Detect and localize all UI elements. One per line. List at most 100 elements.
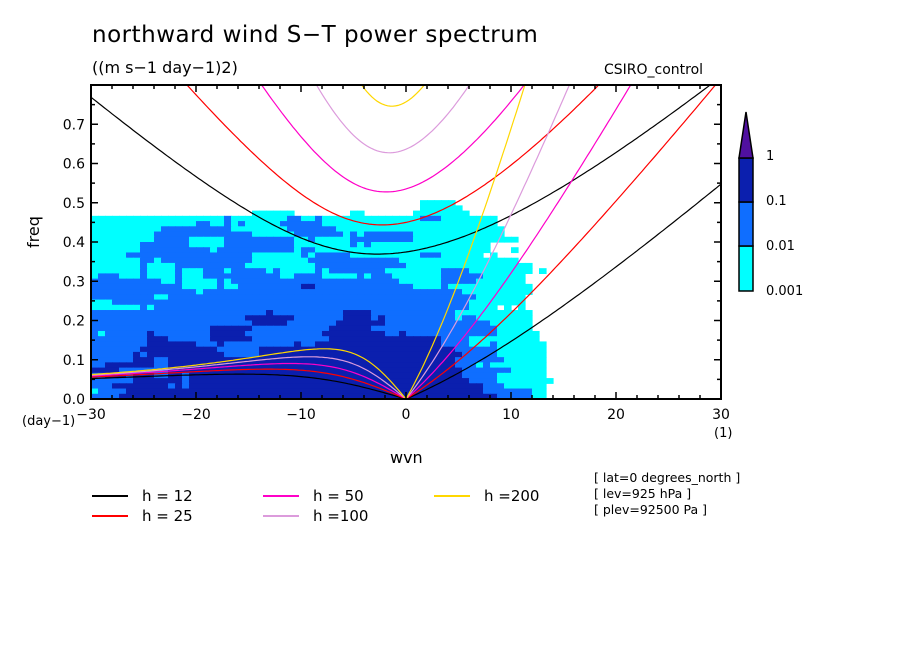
power-cell <box>350 242 358 248</box>
power-cell <box>336 341 344 348</box>
power-cell <box>196 289 204 295</box>
power-cell <box>413 378 421 384</box>
power-cell <box>476 268 484 274</box>
power-cell <box>119 330 127 337</box>
power-cell <box>252 226 260 233</box>
power-cell <box>308 242 316 248</box>
power-cell <box>252 341 260 348</box>
power-cell <box>532 351 540 358</box>
power-cell <box>462 372 470 379</box>
power-cell <box>161 346 169 353</box>
power-cell <box>427 341 435 348</box>
power-cell <box>301 247 309 254</box>
power-cell <box>525 336 533 343</box>
power-cell <box>126 215 134 222</box>
power-cell <box>308 294 316 301</box>
power-cell <box>462 362 470 369</box>
power-cell <box>126 388 134 395</box>
power-cell <box>518 378 526 384</box>
power-cell <box>301 283 309 290</box>
power-cell <box>518 336 526 343</box>
power-cell <box>448 200 456 206</box>
power-cell <box>224 273 232 280</box>
power-cell <box>343 378 351 384</box>
power-cell <box>280 393 288 400</box>
power-cell <box>322 215 330 222</box>
power-cell <box>469 273 477 280</box>
power-cell <box>119 304 127 311</box>
power-cell <box>147 262 155 269</box>
power-cell <box>203 226 211 233</box>
power-cell <box>119 357 127 363</box>
power-cell <box>364 289 372 295</box>
power-cell <box>168 247 176 254</box>
power-cell <box>126 283 134 290</box>
power-cell <box>182 346 190 353</box>
power-cell <box>469 221 477 227</box>
power-cell <box>154 330 162 337</box>
power-cell <box>252 273 260 280</box>
power-cell <box>252 262 260 269</box>
power-cell <box>280 383 288 390</box>
power-cell <box>483 242 491 248</box>
power-cell <box>294 304 302 311</box>
power-cell <box>511 299 519 306</box>
power-cell <box>182 378 190 384</box>
power-cell <box>497 383 505 390</box>
power-cell <box>511 330 519 337</box>
power-cell <box>336 304 344 311</box>
power-cell <box>476 236 484 243</box>
power-cell <box>462 236 470 243</box>
power-cell <box>441 221 449 227</box>
power-cell <box>434 383 442 390</box>
power-cell <box>238 383 246 390</box>
power-cell <box>329 315 337 322</box>
power-cell <box>385 372 393 379</box>
power-cell <box>329 231 337 238</box>
power-cell <box>511 262 519 269</box>
power-cell <box>126 351 134 358</box>
power-cell <box>371 367 379 374</box>
power-cell <box>413 336 421 343</box>
power-cell <box>322 268 330 274</box>
power-cell <box>203 257 211 264</box>
power-cell <box>497 310 505 316</box>
power-cell <box>252 289 260 295</box>
power-cell <box>371 215 379 222</box>
power-cell <box>210 273 218 280</box>
power-cell <box>231 268 239 274</box>
power-cell <box>371 388 379 395</box>
power-cell <box>294 289 302 295</box>
power-cell <box>238 221 246 227</box>
power-cell <box>189 299 197 306</box>
power-cell <box>511 341 519 348</box>
power-cell <box>140 315 148 322</box>
power-cell <box>245 336 253 343</box>
power-cell <box>182 383 190 390</box>
power-cell <box>378 383 386 390</box>
power-cell <box>420 336 428 343</box>
power-cell <box>147 330 155 337</box>
power-cell <box>350 320 358 327</box>
power-cell <box>315 315 323 322</box>
power-cell <box>378 372 386 379</box>
power-cell <box>189 268 197 274</box>
power-cell <box>259 231 267 238</box>
power-cell <box>462 210 470 217</box>
power-cell <box>140 346 148 353</box>
power-cell <box>203 294 211 301</box>
power-cell <box>140 299 148 306</box>
power-cell <box>504 336 512 343</box>
power-cell <box>448 231 456 238</box>
power-cell <box>98 257 106 264</box>
power-cell <box>273 236 281 243</box>
power-cell <box>392 262 400 269</box>
power-cell <box>504 320 512 327</box>
power-cell <box>238 252 246 259</box>
power-cell <box>511 315 519 322</box>
power-cell <box>357 226 365 233</box>
power-cell <box>518 262 526 269</box>
power-cell <box>469 257 477 264</box>
power-cell <box>126 367 134 374</box>
power-cell <box>119 268 127 274</box>
